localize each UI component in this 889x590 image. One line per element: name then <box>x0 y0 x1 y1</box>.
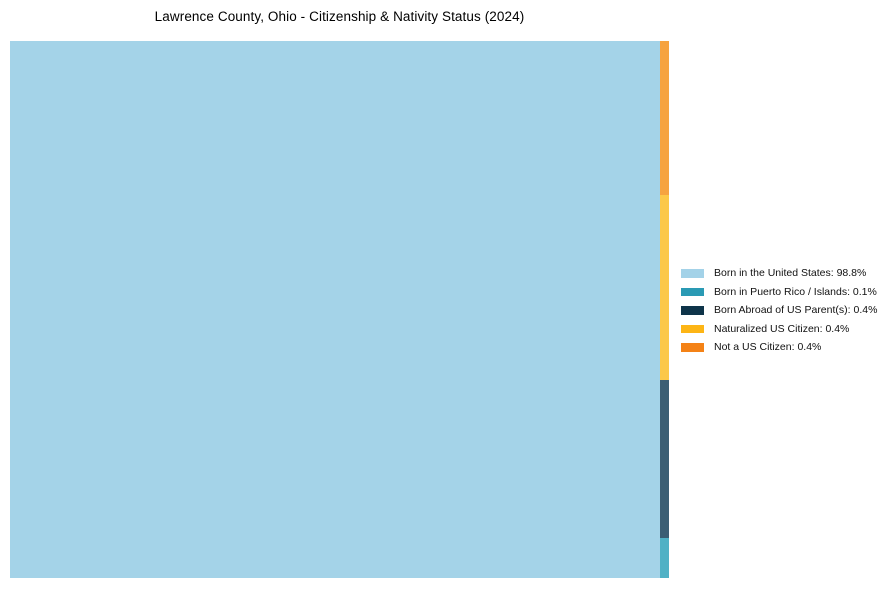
legend-item-born-in-us[interactable]: Born in the United States: 98.8% <box>681 264 877 283</box>
legend-item-not-a-us-citizen[interactable]: Not a US Citizen: 0.4% <box>681 338 877 357</box>
legend-label-not-a-us-citizen: Not a US Citizen: 0.4% <box>714 341 822 354</box>
legend-label-born-in-puerto-rico: Born in Puerto Rico / Islands: 0.1% <box>714 285 877 298</box>
legend-swatch-born-abroad-icon <box>681 306 704 315</box>
treemap-tile-born-in-puerto-rico-islands[interactable] <box>660 538 669 578</box>
treemap-plot-area <box>10 41 669 578</box>
legend-swatch-born-in-puerto-rico-icon <box>681 287 704 297</box>
treemap-tile-not-a-us-citizen[interactable] <box>660 41 669 195</box>
legend-label-born-abroad: Born Abroad of US Parent(s): 0.4% <box>714 304 878 317</box>
legend-swatch-born-in-us-icon <box>681 269 704 278</box>
treemap-tile-naturalized-us-citizen[interactable] <box>660 195 669 380</box>
legend-label-born-in-us: Born in the United States: 98.8% <box>714 267 867 280</box>
legend-item-naturalized[interactable]: Naturalized US Citizen: 0.4% <box>681 320 877 339</box>
legend-label-naturalized: Naturalized US Citizen: 0.4% <box>714 322 850 335</box>
legend-item-born-abroad[interactable]: Born Abroad of US Parent(s): 0.4% <box>681 301 877 320</box>
legend-item-born-in-puerto-rico[interactable]: Born in Puerto Rico / Islands: 0.1% <box>681 283 877 302</box>
treemap-tile-born-in-us[interactable] <box>10 41 660 578</box>
legend-swatch-not-a-us-citizen-icon <box>681 343 704 352</box>
chart-legend: Born in the United States: 98.8% Born in… <box>681 264 877 357</box>
legend-swatch-naturalized-icon <box>681 324 704 334</box>
chart-title: Lawrence County, Ohio - Citizenship & Na… <box>154 9 525 24</box>
treemap-tile-born-abroad-of-us-parents[interactable] <box>660 380 669 538</box>
